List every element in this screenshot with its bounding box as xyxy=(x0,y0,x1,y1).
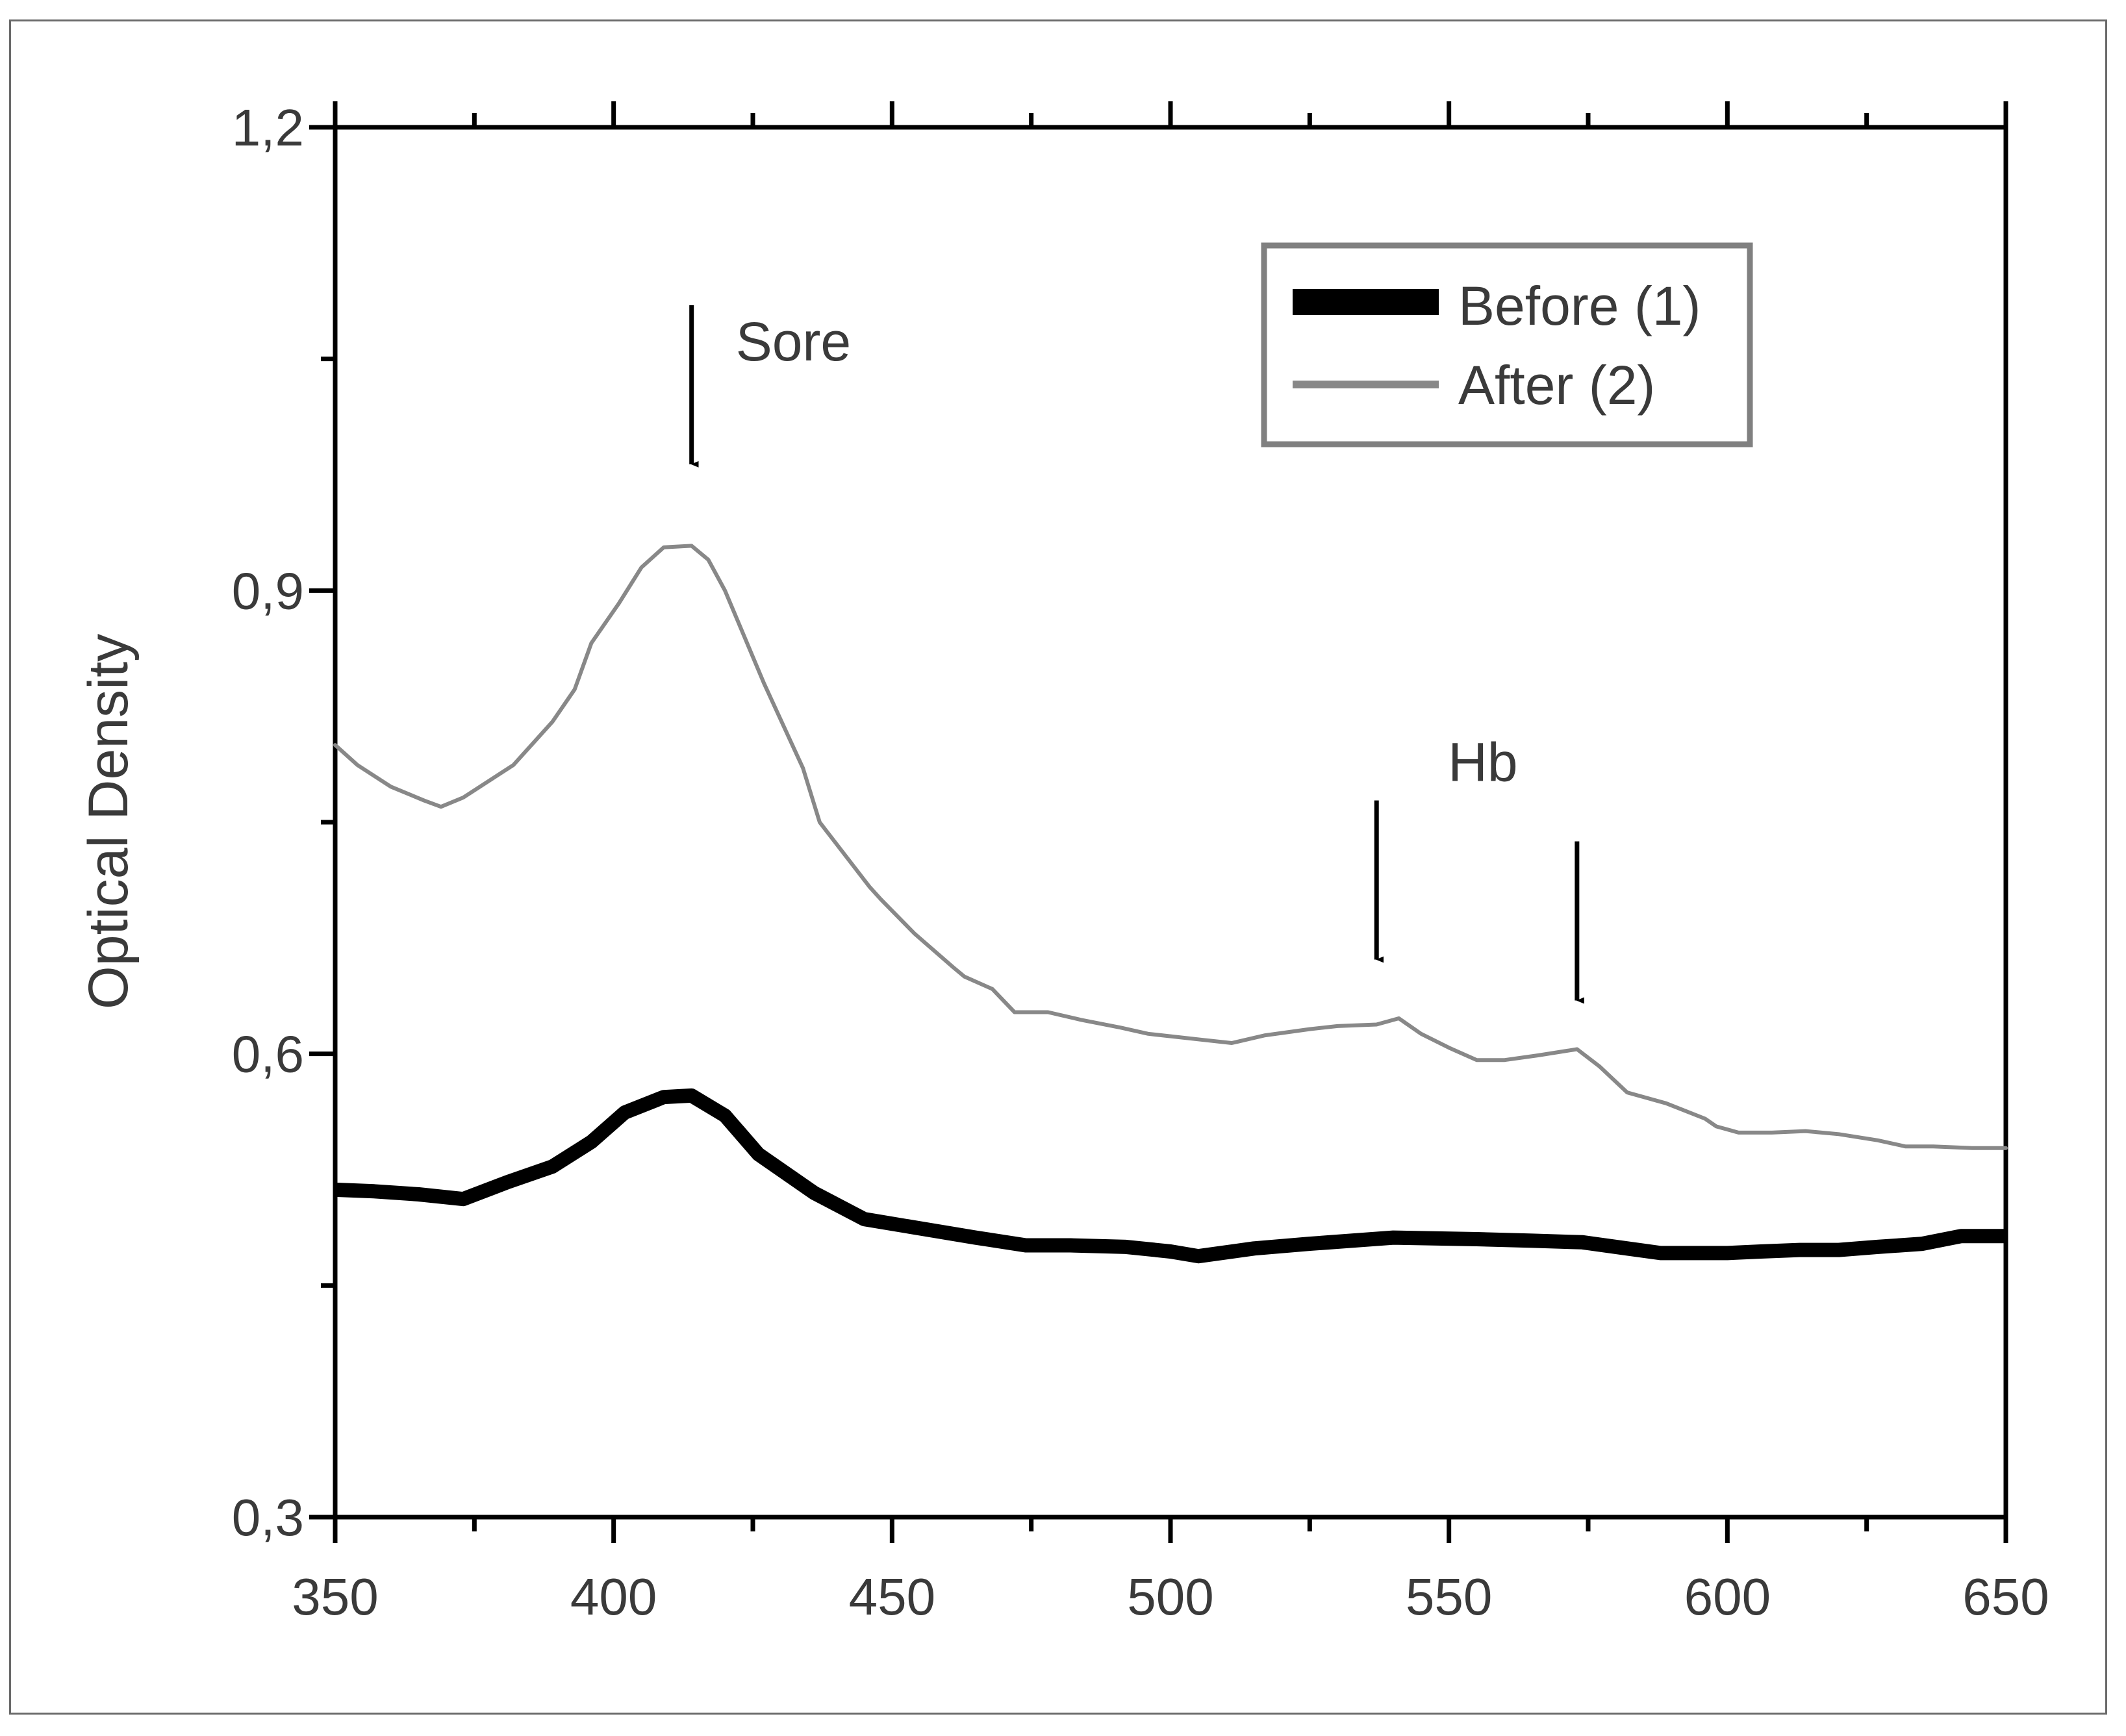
y-tick-labels: 0,3 0,6 0,9 1,2 xyxy=(232,99,304,1546)
y-tick-label: 1,2 xyxy=(232,99,304,157)
legend-box xyxy=(1261,242,1753,447)
axis-ticks xyxy=(309,101,2008,1543)
x-tick-label: 650 xyxy=(1962,1568,2049,1626)
y-tick-label: 0,6 xyxy=(232,1025,304,1083)
y-axis-label: Optical Density xyxy=(77,634,140,1009)
x-tick-label: 350 xyxy=(292,1568,378,1626)
legend-label-before: Before (1) xyxy=(1458,275,1701,336)
annotation-sore: Sore xyxy=(736,311,851,372)
plot-area xyxy=(333,125,2008,1520)
series-line-after xyxy=(333,544,2008,1150)
y-tick-label: 0,9 xyxy=(232,562,304,620)
legend-label-after: After (2) xyxy=(1458,355,1655,416)
x-tick-label: 400 xyxy=(570,1568,657,1626)
series-line-before xyxy=(335,1088,2006,1264)
x-tick-label: 450 xyxy=(849,1568,935,1626)
annotation-hb: Hb xyxy=(1448,731,1517,792)
figure-frame xyxy=(9,19,2107,1715)
x-tick-label: 550 xyxy=(1406,1568,1492,1626)
y-tick-label: 0,3 xyxy=(232,1489,304,1546)
legend: Before (1) After (2) xyxy=(1261,242,1753,447)
x-tick-labels: 350 400 450 500 550 600 650 xyxy=(292,1568,2049,1626)
x-tick-label: 500 xyxy=(1127,1568,1213,1626)
x-tick-label: 600 xyxy=(1684,1568,1771,1626)
